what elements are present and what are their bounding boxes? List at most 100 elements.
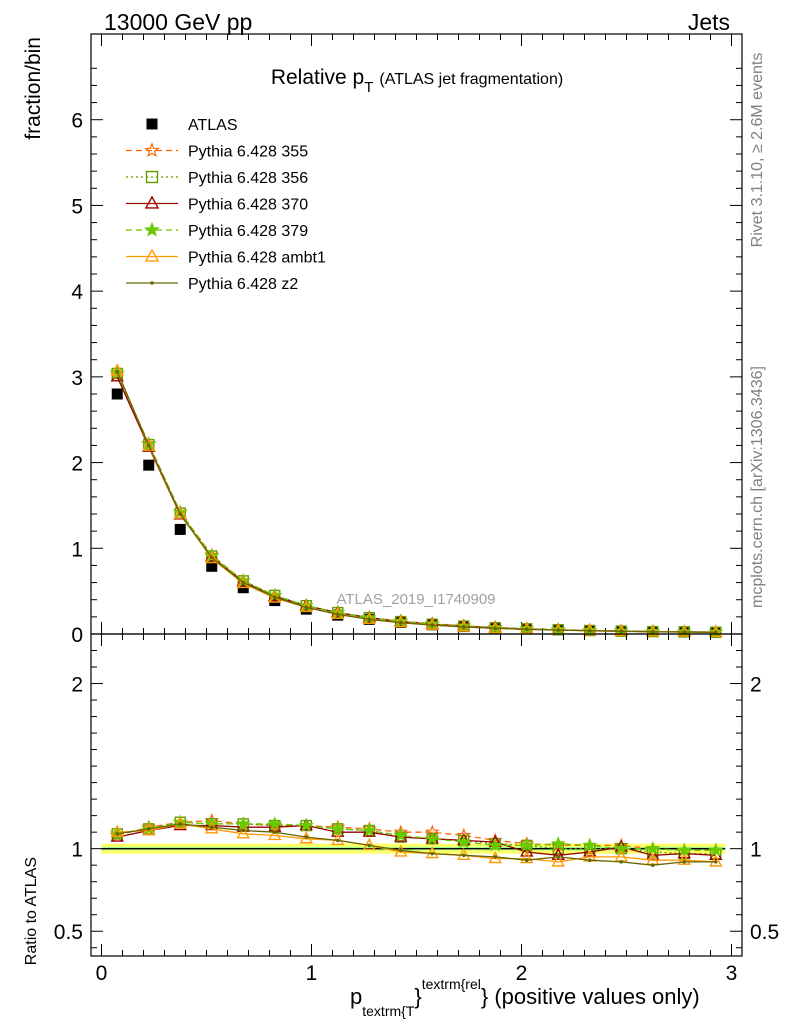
ratio-data-point	[110, 824, 124, 837]
main-data-point	[272, 595, 277, 599]
main-data-point	[367, 617, 372, 622]
legend-label: Pythia 6.428 379	[188, 223, 308, 240]
main-data-point	[146, 443, 151, 448]
main-data-point	[206, 560, 218, 572]
ratio-ytick-label-right: 2	[750, 674, 762, 697]
rivet-label: Rivet 3.1.10, ≥ 2.6M events	[749, 53, 766, 248]
main-data-point	[268, 590, 282, 603]
ratio-ytick-label-right: 1	[750, 839, 762, 862]
ratio-data-point	[682, 860, 687, 864]
main-data-point	[619, 629, 624, 634]
ratio-xlabel: ptextrm{T}textrm{rel} (positive values o…	[350, 976, 700, 1019]
ratio-data-point	[146, 827, 151, 831]
legend-label: ATLAS	[188, 117, 238, 134]
main-data-point	[115, 369, 120, 374]
main-data-point	[205, 551, 219, 564]
ratio-data-point	[115, 832, 120, 836]
ratio-data-point	[583, 844, 597, 857]
main-data-point	[335, 612, 340, 617]
main-data-point	[425, 617, 439, 630]
main-ytick-label: 1	[71, 538, 83, 561]
xlabel-brace: }	[414, 984, 421, 1009]
ratio-data-point	[335, 838, 340, 843]
ratio-data-point	[487, 837, 503, 852]
main-data-point	[556, 628, 561, 632]
ratio-data-point	[619, 860, 624, 864]
ratio-data-point	[236, 826, 250, 839]
main-data-point	[461, 625, 466, 629]
ratio-data-point	[209, 825, 214, 829]
main-series-line	[116, 372, 716, 633]
ratio-ytick-label: 0.5	[54, 921, 83, 944]
ratio-ytick-label: 2	[71, 674, 83, 697]
main-ytick-label: 5	[71, 195, 83, 218]
main-ytick-label: 0	[71, 624, 83, 647]
header-right: Jets	[688, 9, 730, 35]
ratio-series-line	[117, 823, 716, 866]
main-ytick-label: 3	[71, 367, 83, 390]
main-title: Relative pT (ATLAS jet fragmentation)	[271, 66, 563, 96]
ratio-data-point	[650, 863, 655, 867]
ratio-data-point	[709, 854, 723, 867]
ratio-ytick-label: 1	[71, 839, 83, 862]
ratio-data-point	[551, 847, 565, 860]
main-ytick-label: 2	[71, 453, 83, 476]
ratio-data-point	[582, 837, 598, 852]
ratio-ylabel: Ratio to ATLAS	[23, 857, 40, 965]
ratio-data-point	[524, 858, 529, 863]
main-data-point	[709, 624, 723, 637]
ratio-data-point	[235, 816, 251, 831]
ratio-xtick-label: 3	[726, 962, 738, 985]
legend-marker	[144, 195, 160, 209]
legend-marker	[144, 221, 160, 237]
ratio-data-point	[520, 851, 534, 864]
xlabel-main: p	[350, 984, 362, 1009]
legend-marker	[144, 142, 160, 158]
legend: ATLAS Pythia 6.428 355 Pythia 6.428 356 Pyt…	[126, 117, 326, 293]
main-title-text: Relative p	[271, 66, 364, 89]
ratio-data-point	[556, 855, 561, 859]
legend-marker	[150, 281, 154, 285]
legend-marker	[145, 170, 159, 184]
main-data-point	[143, 459, 155, 471]
main-data-point	[587, 628, 592, 633]
legend-marker	[144, 248, 160, 262]
main-data-point	[646, 624, 660, 637]
ratio-xtick-label: 0	[96, 962, 108, 985]
ratio-data-point	[304, 835, 309, 839]
ratio-xtick-label: 2	[516, 962, 528, 985]
legend-label: Pythia 6.428 ambt1	[188, 250, 326, 267]
legend-label: Pythia 6.428 355	[188, 144, 308, 161]
legend-label: Pythia 6.428 370	[188, 197, 308, 214]
main-data-point	[677, 624, 691, 637]
main-data-point	[524, 627, 529, 632]
main-data-point	[236, 575, 250, 589]
legend-label: Pythia 6.428 z2	[188, 276, 298, 293]
main-data-point	[398, 620, 403, 625]
legend-label: Pythia 6.428 356	[188, 170, 308, 187]
ratio-data-point	[551, 854, 565, 867]
xlabel-sup: textrm{rel	[422, 976, 481, 992]
mcplots-label: mcplots.cern.ch [arXiv:1306.3436]	[749, 366, 766, 608]
ratio-data-point	[457, 847, 471, 860]
ratio-data-point	[330, 821, 346, 836]
main-data-point	[110, 363, 124, 376]
ratio-data-point	[272, 830, 277, 834]
main-ylabel: fraction/bin	[22, 37, 45, 140]
main-data-point	[457, 619, 471, 632]
ratio-data-point	[361, 822, 377, 837]
ratio-data-point	[178, 822, 183, 826]
main-data-point	[111, 388, 123, 400]
ratio-data-point	[430, 851, 435, 856]
main-data-point	[713, 630, 718, 635]
ratio-series-line	[117, 823, 716, 863]
main-panel: 0 1 2 3 4 5 6	[71, 33, 743, 647]
ratio-data-point	[173, 816, 187, 829]
header-left: 13000 GeV pp	[104, 9, 252, 35]
main-data-point	[209, 555, 214, 560]
main-data-point	[430, 623, 435, 627]
main-title-sub: T	[364, 79, 373, 96]
ratio-data-point	[519, 837, 535, 852]
main-data-point	[173, 506, 187, 519]
ratio-data-point	[713, 860, 718, 864]
